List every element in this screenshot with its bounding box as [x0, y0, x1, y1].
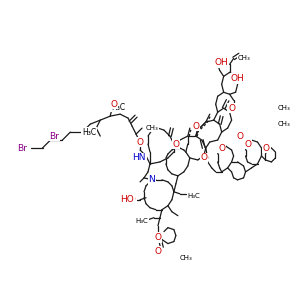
Text: O: O [244, 140, 251, 148]
Text: O: O [200, 154, 207, 163]
Text: O: O [136, 137, 143, 146]
Text: O: O [236, 132, 243, 141]
Text: CH₃: CH₃ [278, 105, 290, 111]
Text: CH₃: CH₃ [238, 56, 250, 62]
Text: N: N [148, 176, 155, 184]
Text: HO: HO [120, 195, 134, 204]
Text: CH₃: CH₃ [146, 125, 158, 131]
Text: HN: HN [133, 154, 146, 163]
Text: OH: OH [231, 74, 244, 83]
Text: CH₃: CH₃ [278, 121, 290, 127]
Text: H₃C: H₃C [111, 103, 125, 112]
Text: H₃C: H₃C [188, 193, 201, 199]
Text: OH: OH [215, 58, 229, 67]
Text: Br: Br [50, 132, 59, 141]
Text: H₃C: H₃C [135, 218, 148, 224]
Text: O: O [111, 100, 118, 109]
Text: O: O [172, 140, 179, 148]
Text: O: O [218, 143, 225, 152]
Text: O: O [154, 247, 161, 256]
Text: O: O [154, 233, 161, 242]
Text: HO: HO [122, 195, 136, 204]
Text: O: O [192, 122, 199, 130]
Text: O: O [228, 104, 235, 113]
Text: Br: Br [17, 143, 27, 152]
Text: CH₃: CH₃ [180, 254, 193, 260]
Text: O: O [263, 143, 270, 152]
Text: H₃C: H₃C [82, 128, 96, 136]
